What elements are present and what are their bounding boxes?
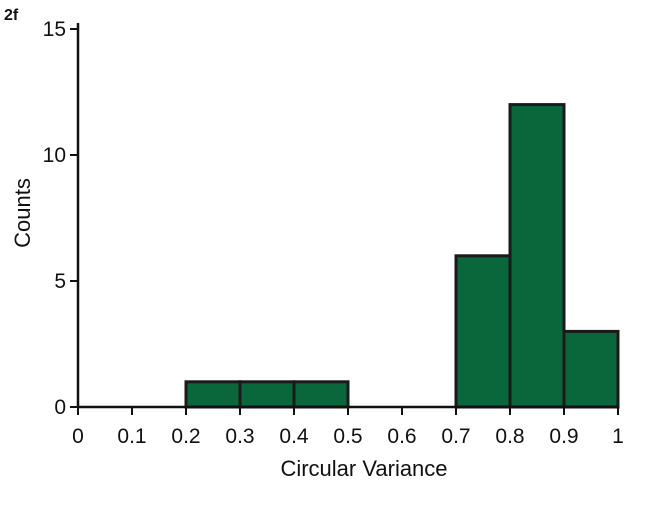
panel-label: 2f (4, 7, 19, 24)
histogram-bar-2 (184, 380, 242, 409)
x-axis-title: Circular Variance (280, 456, 447, 481)
y-axis-title: Counts (10, 178, 35, 248)
bars-group (184, 103, 620, 409)
x-tick-label: 0.3 (225, 425, 254, 448)
x-tick-label: 0.2 (171, 425, 200, 448)
x-tick-label: 0.1 (117, 425, 146, 448)
y-tick-label: 10 (43, 144, 66, 167)
x-tick-label: 0.5 (333, 425, 362, 448)
histogram-bar-8 (508, 103, 566, 409)
x-tick-label: 0.9 (549, 425, 578, 448)
x-tick-label: 0.8 (495, 425, 524, 448)
y-tick-label: 5 (54, 270, 66, 293)
x-tick-label: 1 (612, 425, 624, 448)
histogram-bar-3 (238, 380, 296, 409)
histogram-bar-7 (454, 254, 512, 409)
x-tick-label: 0.4 (279, 425, 309, 448)
y-tick-label: 0 (54, 396, 66, 419)
histogram-bar-9 (562, 329, 620, 409)
x-tick-label: 0 (72, 425, 84, 448)
y-tick-label: 15 (43, 18, 66, 41)
x-tick-label: 0.7 (441, 425, 470, 448)
histogram-bar-4 (292, 380, 350, 409)
x-tick-label: 0.6 (387, 425, 416, 448)
